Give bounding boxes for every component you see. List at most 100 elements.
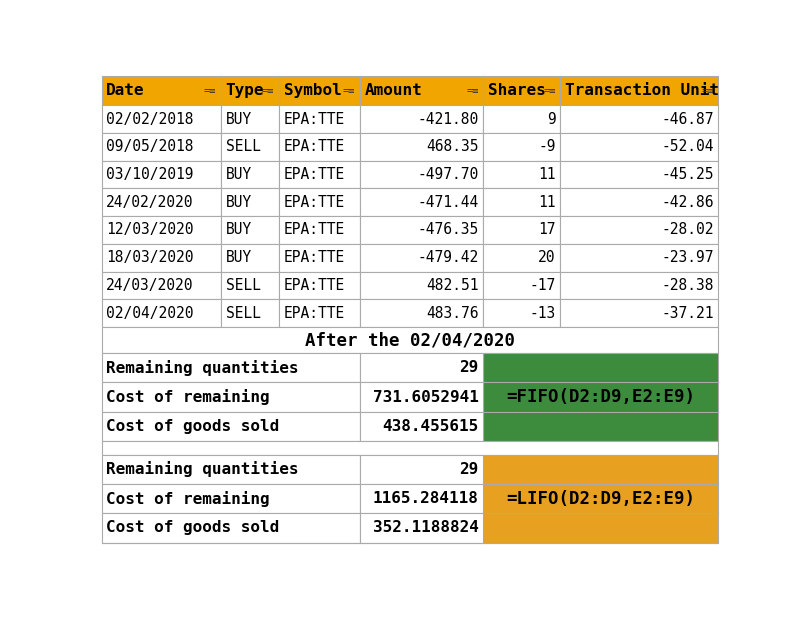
- Bar: [221, 133, 279, 161]
- Text: =LIFO(D2:D9,E2:E9): =LIFO(D2:D9,E2:E9): [506, 490, 695, 508]
- Bar: [279, 272, 360, 299]
- Bar: [102, 327, 718, 353]
- Text: 20: 20: [538, 250, 556, 265]
- Bar: [102, 105, 221, 133]
- Bar: [102, 484, 360, 513]
- Bar: [279, 299, 360, 327]
- Bar: [102, 513, 360, 542]
- Bar: [483, 161, 560, 188]
- Text: =≡: =≡: [702, 86, 714, 95]
- Bar: [560, 216, 718, 244]
- Text: -9: -9: [538, 140, 556, 154]
- Text: SELL: SELL: [226, 278, 261, 293]
- Bar: [102, 216, 221, 244]
- Text: 17: 17: [538, 223, 556, 237]
- Text: Shares: Shares: [488, 83, 546, 98]
- Bar: [102, 383, 360, 412]
- Bar: [360, 161, 483, 188]
- Bar: [279, 188, 360, 216]
- Text: =≡: =≡: [204, 86, 217, 95]
- Text: =≡: =≡: [466, 86, 478, 95]
- Text: -471.44: -471.44: [418, 195, 478, 210]
- Bar: [483, 272, 560, 299]
- Bar: [360, 272, 483, 299]
- Bar: [221, 105, 279, 133]
- Text: -17: -17: [530, 278, 556, 293]
- Text: 1165.284118: 1165.284118: [373, 491, 478, 506]
- Bar: [102, 299, 221, 327]
- Text: 18/03/2020: 18/03/2020: [106, 250, 194, 265]
- Text: 9: 9: [547, 112, 556, 126]
- Bar: [102, 133, 221, 161]
- Text: Transaction Unit: Transaction Unit: [565, 83, 719, 98]
- Text: -28.02: -28.02: [662, 223, 714, 237]
- Text: -42.86: -42.86: [662, 195, 714, 210]
- Text: 731.6052941: 731.6052941: [373, 389, 478, 404]
- Text: 24/02/2020: 24/02/2020: [106, 195, 194, 210]
- Bar: [279, 216, 360, 244]
- Text: EPA:TTE: EPA:TTE: [283, 112, 345, 126]
- Bar: [221, 188, 279, 216]
- Bar: [279, 133, 360, 161]
- Bar: [560, 272, 718, 299]
- Bar: [360, 455, 483, 484]
- Bar: [360, 133, 483, 161]
- Bar: [483, 133, 560, 161]
- Bar: [102, 441, 718, 455]
- Text: Cost of remaining: Cost of remaining: [106, 490, 270, 507]
- Bar: [360, 244, 483, 272]
- Text: =≡: =≡: [543, 86, 556, 95]
- Text: BUY: BUY: [226, 112, 252, 126]
- Text: -52.04: -52.04: [662, 140, 714, 154]
- Bar: [279, 244, 360, 272]
- Text: BUY: BUY: [226, 195, 252, 210]
- Bar: [360, 299, 483, 327]
- Text: -479.42: -479.42: [418, 250, 478, 265]
- Text: Type: Type: [226, 83, 264, 98]
- Text: -13: -13: [530, 306, 556, 321]
- Bar: [102, 353, 360, 383]
- Text: EPA:TTE: EPA:TTE: [283, 195, 345, 210]
- Bar: [560, 188, 718, 216]
- Bar: [102, 412, 360, 441]
- Text: -37.21: -37.21: [662, 306, 714, 321]
- Bar: [221, 161, 279, 188]
- Text: After the 02/04/2020: After the 02/04/2020: [305, 331, 515, 349]
- Bar: [360, 188, 483, 216]
- Bar: [483, 353, 718, 441]
- Bar: [560, 244, 718, 272]
- Text: -46.87: -46.87: [662, 112, 714, 126]
- Bar: [221, 299, 279, 327]
- Bar: [221, 272, 279, 299]
- Bar: [483, 455, 718, 542]
- Bar: [102, 244, 221, 272]
- Bar: [279, 161, 360, 188]
- Bar: [279, 76, 360, 105]
- Bar: [560, 299, 718, 327]
- Text: BUY: BUY: [226, 250, 252, 265]
- Bar: [102, 455, 360, 484]
- Text: -476.35: -476.35: [418, 223, 478, 237]
- Bar: [102, 76, 221, 105]
- Text: -421.80: -421.80: [418, 112, 478, 126]
- Bar: [483, 105, 560, 133]
- Text: Cost of goods sold: Cost of goods sold: [106, 520, 279, 536]
- Bar: [360, 412, 483, 441]
- Text: -23.97: -23.97: [662, 250, 714, 265]
- Text: Cost of goods sold: Cost of goods sold: [106, 418, 279, 434]
- Bar: [360, 105, 483, 133]
- Text: 02/04/2020: 02/04/2020: [106, 306, 194, 321]
- Text: EPA:TTE: EPA:TTE: [283, 250, 345, 265]
- Bar: [483, 244, 560, 272]
- Text: =≡: =≡: [262, 86, 274, 95]
- Text: 352.1188824: 352.1188824: [373, 520, 478, 536]
- Text: 03/10/2019: 03/10/2019: [106, 167, 194, 182]
- Text: -497.70: -497.70: [418, 167, 478, 182]
- Text: =FIFO(D2:D9,E2:E9): =FIFO(D2:D9,E2:E9): [506, 388, 695, 406]
- Text: 11: 11: [538, 167, 556, 182]
- Text: EPA:TTE: EPA:TTE: [283, 223, 345, 237]
- Bar: [360, 383, 483, 412]
- Bar: [360, 353, 483, 383]
- Text: Symbol: Symbol: [283, 83, 342, 98]
- Text: 24/03/2020: 24/03/2020: [106, 278, 194, 293]
